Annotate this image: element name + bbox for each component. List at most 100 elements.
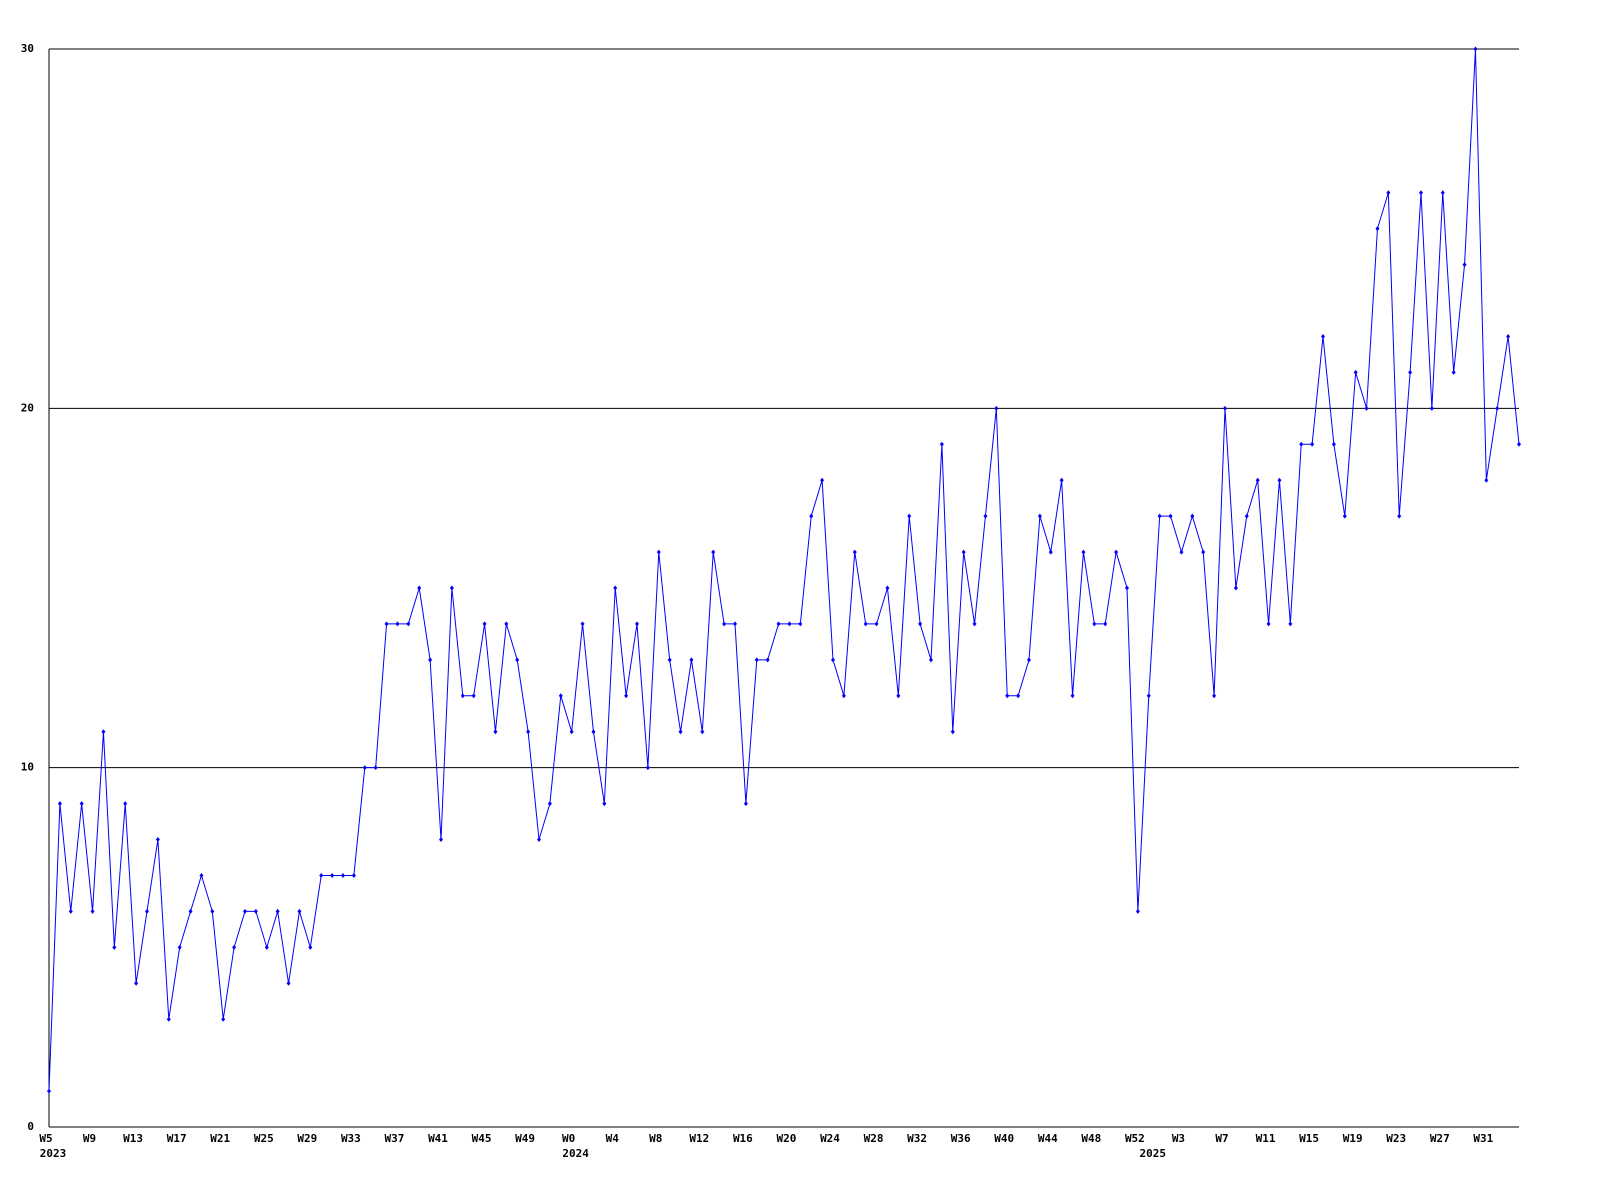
point <box>667 657 672 663</box>
point <box>733 621 737 627</box>
point <box>1408 369 1413 375</box>
y-tick-label: 10 <box>21 761 34 774</box>
point <box>1223 405 1227 411</box>
point <box>406 621 411 627</box>
point <box>1168 513 1173 519</box>
point <box>57 801 62 807</box>
x-tick-label: W17 <box>167 1132 187 1145</box>
y-tick-label: 0 <box>27 1120 34 1133</box>
x-tick-label: W33 <box>341 1132 361 1145</box>
point <box>678 729 683 735</box>
point <box>526 729 531 735</box>
x-tick-label: W27 <box>1430 1132 1450 1145</box>
x-tick-label: W20 <box>777 1132 797 1145</box>
point <box>809 513 814 519</box>
point <box>1397 513 1402 519</box>
point <box>743 801 748 807</box>
x-tick-label: W32 <box>907 1132 927 1145</box>
point <box>983 513 988 519</box>
point <box>297 908 302 914</box>
point <box>68 908 73 914</box>
point <box>1429 405 1434 411</box>
y-tick-label: 30 <box>21 42 34 55</box>
x-tick-label: W41 <box>428 1132 448 1145</box>
point <box>907 513 912 519</box>
point <box>1255 477 1260 483</box>
x-tick-label: W44 <box>1038 1132 1058 1145</box>
point <box>939 441 944 447</box>
point <box>1114 549 1119 555</box>
point <box>384 621 389 627</box>
point <box>1462 262 1467 268</box>
point <box>1386 190 1391 196</box>
point <box>210 908 215 914</box>
point <box>1440 190 1445 196</box>
series-line <box>48 48 1520 1092</box>
x-tick-label: W49 <box>515 1132 535 1145</box>
x-tick-label: W52 <box>1125 1132 1145 1145</box>
x-tick-label: W9 <box>83 1132 96 1145</box>
point <box>1517 441 1521 447</box>
point <box>700 729 705 735</box>
point <box>1179 549 1184 555</box>
point <box>1495 405 1500 411</box>
point <box>722 621 727 627</box>
point <box>580 621 585 627</box>
point <box>569 729 574 735</box>
x-tick-label: W15 <box>1299 1132 1319 1145</box>
point <box>613 585 618 591</box>
point <box>863 621 868 627</box>
point <box>624 693 629 699</box>
x-tick-label: W29 <box>297 1132 317 1145</box>
point <box>1081 549 1086 555</box>
x-tick-label: W37 <box>385 1132 405 1145</box>
point <box>286 980 291 986</box>
x-group-label: 2025 <box>1140 1147 1167 1160</box>
point <box>199 872 204 878</box>
point <box>1342 513 1347 519</box>
point <box>1233 585 1238 591</box>
point <box>123 801 128 807</box>
x-tick-label: W36 <box>951 1132 971 1145</box>
point <box>1288 621 1293 627</box>
y-tick-label: 20 <box>21 401 34 414</box>
point <box>395 621 400 627</box>
point <box>1353 369 1358 375</box>
point <box>950 729 955 735</box>
x-tick-label: W12 <box>689 1132 709 1145</box>
x-tick-label: W4 <box>606 1132 620 1145</box>
point <box>765 657 770 663</box>
point <box>253 908 258 914</box>
x-tick-label: W24 <box>820 1132 840 1145</box>
point <box>994 405 999 411</box>
point <box>656 549 661 555</box>
point <box>711 549 716 555</box>
x-group-label: 2023 <box>40 1147 67 1160</box>
x-tick-label: W8 <box>649 1132 662 1145</box>
x-tick-label: W45 <box>472 1132 492 1145</box>
point <box>1135 908 1140 914</box>
point <box>591 729 596 735</box>
point <box>1451 369 1456 375</box>
x-tick-label: W23 <box>1386 1132 1406 1145</box>
point <box>1048 549 1053 555</box>
point <box>1310 441 1315 447</box>
point <box>918 621 923 627</box>
point <box>145 908 149 914</box>
x-tick-label: W16 <box>733 1132 753 1145</box>
point <box>1506 333 1511 339</box>
point <box>1212 693 1217 699</box>
point <box>896 693 901 699</box>
x-tick-label: W0 <box>562 1132 575 1145</box>
x-tick-label: W13 <box>123 1132 143 1145</box>
point <box>515 657 520 663</box>
point <box>972 621 977 627</box>
point <box>1037 513 1042 519</box>
point <box>1277 477 1282 483</box>
point <box>471 693 476 699</box>
point <box>787 621 792 627</box>
x-tick-label: W7 <box>1215 1132 1228 1145</box>
point <box>417 585 422 591</box>
point <box>264 944 269 950</box>
